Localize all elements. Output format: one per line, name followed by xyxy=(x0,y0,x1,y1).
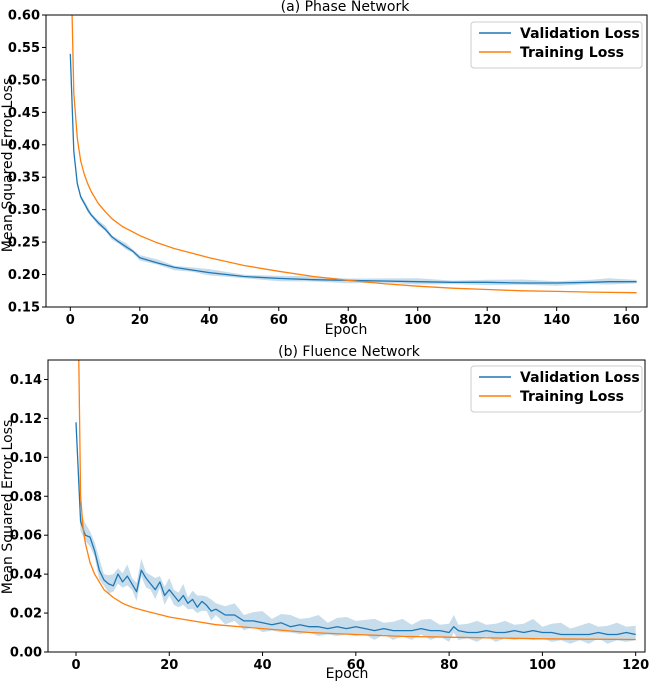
x-tick-label-phase: 120 xyxy=(474,313,501,328)
y-tick-label-phase: 0.15 xyxy=(8,301,40,316)
legend-label-validation-phase: Validation Loss xyxy=(520,26,640,42)
y-tick-label-fluence: 0.10 xyxy=(10,451,42,466)
legend-fluence: Validation Loss Training Loss xyxy=(470,365,643,413)
x-tick-label-fluence: 0 xyxy=(71,658,80,673)
x-tick-label-phase: 160 xyxy=(613,313,640,328)
validation-loss-line-fluence xyxy=(75,422,636,636)
training-loss-line-fluence xyxy=(78,360,636,641)
y-tick-label-phase: 0.55 xyxy=(8,41,40,56)
x-tick-label-phase: 0 xyxy=(66,313,75,328)
validation-loss-band-phase xyxy=(70,52,637,286)
y-tick-label-phase: 0.35 xyxy=(8,171,40,186)
chart-title-fluence: (b) Fluence Network xyxy=(278,344,421,360)
fluence-network-chart: (b) Fluence Network 0 20 40 60 80 100 120 0.00 0… xyxy=(0,344,649,682)
x-tick-label-fluence: 80 xyxy=(440,658,458,673)
y-tick-label-phase: 0.40 xyxy=(8,138,40,153)
y-tick-label-phase: 0.30 xyxy=(8,203,40,218)
x-tick-label-fluence: 60 xyxy=(347,658,365,673)
phase-network-chart: (a) Phase Network 0 20 40 60 80 100 120 140 160 0… xyxy=(0,0,648,338)
x-tick-label-phase: 60 xyxy=(270,313,288,328)
y-tick-label-phase: 0.45 xyxy=(8,106,40,121)
axes-frame-fluence xyxy=(47,359,646,653)
training-loss-line-phase xyxy=(71,15,637,294)
x-tick-label-phase: 20 xyxy=(131,313,149,328)
x-tick-label-fluence: 100 xyxy=(529,658,556,673)
y-tick-label-fluence: 0.04 xyxy=(10,568,42,583)
x-tick-label-fluence: 20 xyxy=(160,658,178,673)
y-tick-label-fluence: 0.12 xyxy=(10,412,42,427)
legend-label-training-phase: Training Loss xyxy=(520,45,624,61)
y-tick-label-phase: 0.50 xyxy=(8,73,40,88)
chart-title-phase: (a) Phase Network xyxy=(281,0,411,15)
plot-area-fluence xyxy=(75,360,636,644)
y-tick-label-fluence: 0.14 xyxy=(10,373,42,388)
y-tick-label-phase: 0.60 xyxy=(8,9,40,24)
legend-label-training-fluence: Training Loss xyxy=(520,389,624,405)
x-axis-label-fluence: Epoch xyxy=(326,666,369,682)
x-axis-label-phase: Epoch xyxy=(325,322,368,338)
validation-loss-line-phase xyxy=(69,53,637,284)
plot-area-phase xyxy=(69,15,637,294)
y-axis-label-phase: Mean Squared Error Loss xyxy=(0,78,16,253)
validation-loss-band-fluence xyxy=(76,416,636,644)
y-tick-label-fluence: 0.08 xyxy=(10,490,42,505)
legend-box-phase xyxy=(470,21,643,69)
y-axis-label-fluence: Mean Squared Error Loss xyxy=(0,420,16,595)
legend-phase: Validation Loss Training Loss xyxy=(470,21,643,69)
axes-frame-phase xyxy=(45,14,648,308)
x-tick-label-phase: 140 xyxy=(543,313,570,328)
y-tick-label-phase: 0.20 xyxy=(8,268,40,283)
x-tick-label-fluence: 40 xyxy=(254,658,272,673)
legend-box-fluence xyxy=(470,365,643,413)
legend-label-validation-fluence: Validation Loss xyxy=(520,370,640,386)
y-tick-label-fluence: 0.02 xyxy=(10,607,42,622)
x-tick-label-fluence: 120 xyxy=(622,658,649,673)
y-tick-label-fluence: 0.00 xyxy=(10,646,42,661)
x-tick-label-phase: 80 xyxy=(339,313,357,328)
y-tick-label-phase: 0.25 xyxy=(8,236,40,251)
y-tick-label-fluence: 0.06 xyxy=(10,529,42,544)
x-tick-label-phase: 40 xyxy=(200,313,218,328)
x-tick-label-phase: 100 xyxy=(404,313,431,328)
